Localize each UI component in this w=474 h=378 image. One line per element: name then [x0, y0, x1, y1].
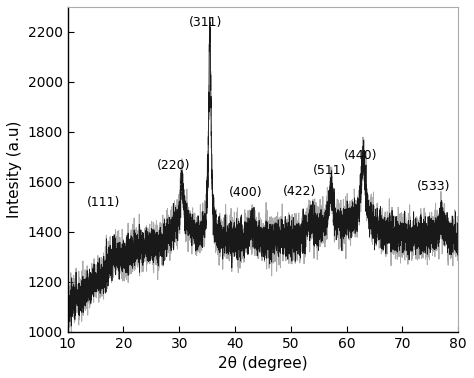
Text: (511): (511) [313, 164, 346, 177]
Text: (311): (311) [189, 16, 223, 29]
Text: (533): (533) [416, 180, 450, 193]
Text: (111): (111) [87, 196, 120, 209]
Text: (220): (220) [157, 159, 191, 172]
Text: (400): (400) [229, 186, 263, 199]
X-axis label: 2θ (degree): 2θ (degree) [218, 356, 308, 371]
Y-axis label: Intesity (a.u): Intesity (a.u) [7, 121, 22, 218]
Text: (440): (440) [344, 149, 377, 162]
Text: (422): (422) [283, 185, 316, 198]
